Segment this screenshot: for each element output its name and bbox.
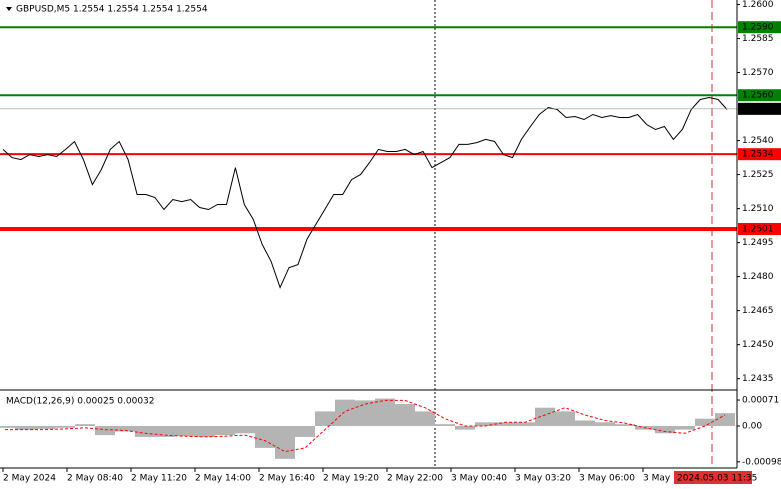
y-tick-label: 1.2480: [742, 272, 774, 282]
level-label-box: [738, 89, 781, 102]
level-label: 1.2560: [742, 91, 774, 101]
x-tick-label: 3 May 06:00: [579, 474, 635, 484]
x-tick-label: 3 May 00:40: [451, 474, 507, 484]
x-tick-label: 2 May 11:20: [131, 474, 187, 484]
y-tick-label: 1.2495: [742, 238, 774, 248]
macd-bar: [515, 422, 535, 426]
x-tick-label: 3 May 03:20: [515, 474, 571, 484]
macd-bar: [375, 398, 395, 426]
menu-arrow: [6, 7, 12, 11]
level-label: 1.2501: [742, 225, 774, 235]
macd-bar: [315, 411, 335, 426]
x-tick-label: 2 May 14:00: [195, 474, 251, 484]
current-price-box: [738, 102, 781, 115]
macd-bar: [295, 425, 315, 437]
macd-bar: [75, 424, 95, 426]
macd-bar: [215, 425, 235, 436]
level-label: 1.2534: [742, 150, 774, 160]
y-tick-label: 1.2540: [742, 136, 774, 146]
macd-bar: [175, 425, 195, 437]
macd-bar: [695, 418, 715, 426]
current-price-label: 1.2554: [742, 104, 774, 114]
macd-tick-label: 0.00: [742, 421, 762, 431]
macd-bar: [335, 399, 355, 426]
macd-bar: [395, 404, 415, 426]
macd-bar: [235, 425, 255, 434]
macd-bar: [35, 425, 55, 429]
macd-bar: [555, 411, 575, 426]
y-tick-label: 1.2450: [742, 340, 774, 350]
macd-bar: [455, 425, 475, 430]
x-tick-label: 2 May 16:40: [259, 474, 315, 484]
macd-signal: [5, 399, 726, 453]
main-layer: 1.2590 1.2560 1.2534 1.2501 1.2554 2024.05.03…: [0, 21, 781, 484]
cursor-label: 2024.05.03 11:35: [677, 474, 757, 484]
macd-bar: [575, 420, 595, 426]
macd-tick-label: -0.00098: [742, 457, 781, 467]
macd-bar: [15, 425, 35, 430]
x-tick-label: 2 May 2024: [3, 474, 56, 484]
x-tick-label: 2 May 08:40: [67, 474, 123, 484]
macd-tick-label: 0.00071: [742, 396, 779, 406]
macd-bar: [435, 424, 455, 426]
y-tick-label: 1.2525: [742, 170, 774, 180]
macd-bar: [255, 425, 275, 448]
cursor-label-box: [674, 471, 752, 484]
x-tick-label: 3 May: [643, 474, 671, 484]
macd-title: MACD(12,26,9) 0.00025 0.00032: [6, 397, 155, 407]
macd-bar: [595, 422, 615, 426]
macd-bar: [115, 425, 135, 432]
macd-bar: [355, 400, 375, 426]
macd-bar: [715, 413, 735, 426]
macd-bar: [475, 422, 495, 426]
level-label: 1.2590: [742, 23, 774, 33]
macd-bar: [195, 425, 215, 437]
y-tick-label: 1.2465: [742, 306, 774, 316]
level-label-box: [738, 148, 781, 161]
macd-bar: [495, 422, 515, 426]
x-tick-label: 2 May 22:00: [387, 474, 443, 484]
macd-bar: [415, 411, 435, 426]
level-label-box: [738, 21, 781, 34]
macd-bar: [675, 425, 695, 430]
macd-bar: [275, 425, 295, 459]
macd-bar: [655, 425, 675, 434]
macd-bar: [535, 407, 555, 426]
level-label-box: [738, 223, 781, 236]
y-tick-label: 1.2510: [742, 204, 774, 214]
y-tick-label: 1.2600: [742, 0, 774, 10]
macd-bar: [0, 425, 15, 428]
x-tick-label: 2 May 19:20: [323, 474, 379, 484]
macd-bar: [615, 424, 635, 426]
y-tick-label: 1.2570: [742, 68, 774, 78]
y-tick-label: 1.2585: [742, 34, 774, 44]
macd-bar: [135, 425, 155, 437]
price-line: [2, 96, 728, 289]
macd-bar: [55, 425, 75, 428]
y-tick-label: 1.2435: [742, 374, 774, 384]
macd-bar: [95, 425, 115, 436]
macd-bar: [155, 425, 175, 437]
chart-title: GBPUSD,M5 1.2554 1.2554 1.2554 1.2554: [16, 5, 208, 15]
